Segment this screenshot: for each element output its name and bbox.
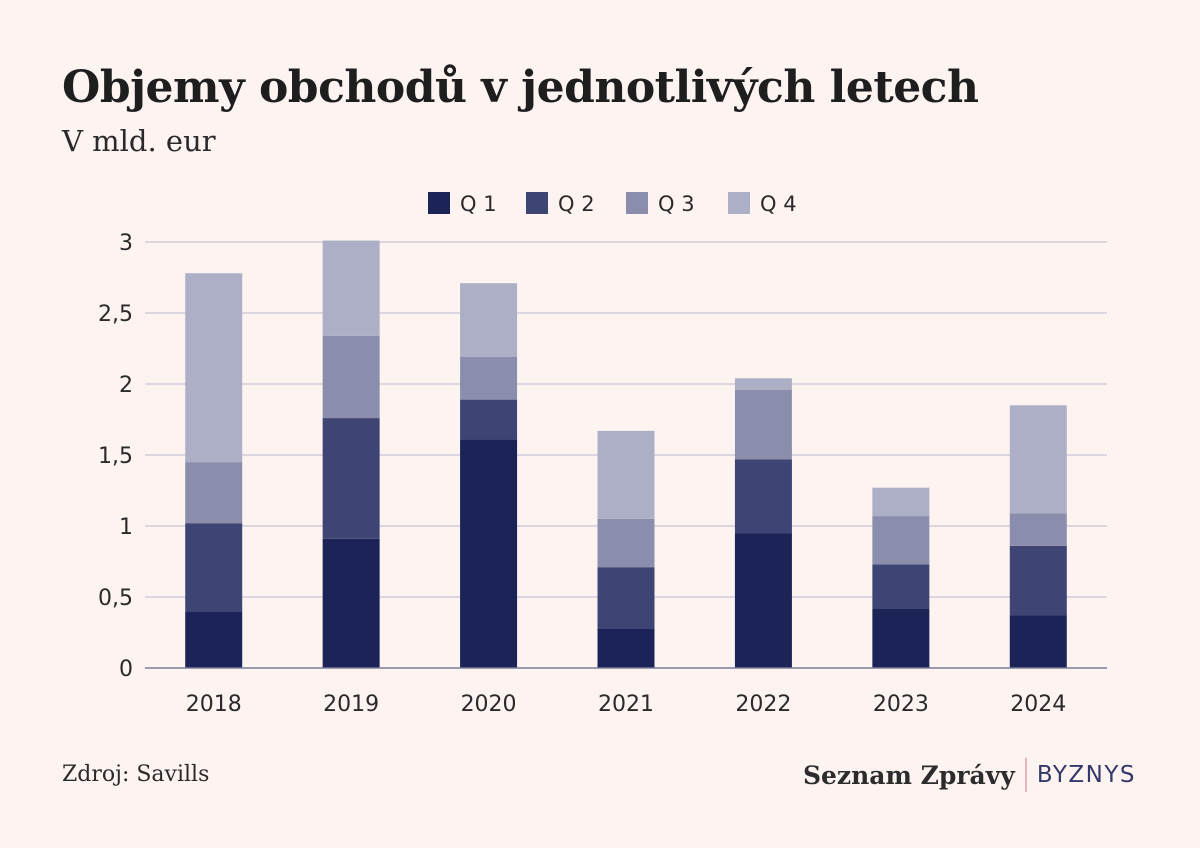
axes: 0 0,5 1 1,5 2 2,5 3 2018 2019 2020 2021 2022 2023 202… [98, 231, 1107, 717]
bar-segment [322, 418, 380, 539]
y-tick-label: 0,5 [98, 586, 133, 611]
bar-segment [1009, 545, 1067, 616]
bar-segment [1009, 513, 1067, 546]
brand-logo: Seznam Zprávy BYZNYS [803, 758, 1136, 792]
bar-segment [460, 399, 518, 440]
y-tick-label: 3 [119, 231, 133, 256]
x-tick-label: 2019 [323, 692, 379, 717]
brand-name: Seznam Zprávy [802, 760, 1015, 790]
bar-segment [185, 523, 243, 612]
legend-swatch [428, 192, 450, 214]
legend-label: Q 2 [558, 192, 595, 216]
bar-segment [322, 240, 380, 336]
x-tick-label: 2020 [461, 692, 517, 717]
x-tick-label: 2018 [186, 692, 242, 717]
brand-section: BYZNYS [1036, 762, 1136, 788]
x-tick-label: 2021 [598, 692, 654, 717]
bar-segment [1009, 615, 1067, 668]
bar-segment [185, 273, 243, 463]
bar-segment [185, 611, 243, 668]
y-tick-label: 2 [119, 373, 133, 398]
bar-segment [734, 533, 792, 668]
legend-swatch [728, 192, 750, 214]
bar-segment [597, 430, 655, 519]
chart-title: Objemy obchodů v jednotlivých letech [62, 62, 979, 113]
legend-label: Q 3 [658, 192, 695, 216]
legend: Q 1 Q 2 Q 3 Q 4 [428, 192, 797, 216]
bar-segment [872, 564, 930, 609]
bar-segment [322, 538, 380, 668]
bar-segment [597, 628, 655, 668]
brand-divider [1024, 758, 1027, 792]
bar-segment [734, 389, 792, 460]
y-tick-label: 0 [119, 657, 133, 682]
bar-segment [734, 378, 792, 390]
x-tick-label: 2024 [1010, 692, 1066, 717]
bar-segment [597, 518, 655, 568]
bars [185, 240, 1067, 668]
bar-segment [872, 608, 930, 668]
bar-segment [322, 335, 380, 419]
legend-label: Q 1 [460, 192, 497, 216]
chart-subtitle: V mld. eur [62, 124, 216, 158]
bar-segment [460, 283, 518, 358]
bar-segment [185, 462, 243, 524]
y-tick-label: 2,5 [98, 302, 133, 327]
y-tick-label: 1 [119, 515, 133, 540]
legend-label: Q 4 [760, 192, 797, 216]
legend-swatch [626, 192, 648, 214]
y-tick-label: 1,5 [98, 444, 133, 469]
x-tick-label: 2022 [735, 692, 791, 717]
legend-swatch [526, 192, 548, 214]
x-tick-label: 2023 [873, 692, 929, 717]
bar-segment [734, 459, 792, 534]
bar-segment [1009, 405, 1067, 514]
bar-segment [597, 567, 655, 629]
source-note: Zdroj: Savills [62, 762, 210, 787]
bar-segment [872, 487, 930, 517]
bar-segment [872, 516, 930, 565]
bar-segment [460, 357, 518, 400]
bar-segment [460, 439, 518, 668]
